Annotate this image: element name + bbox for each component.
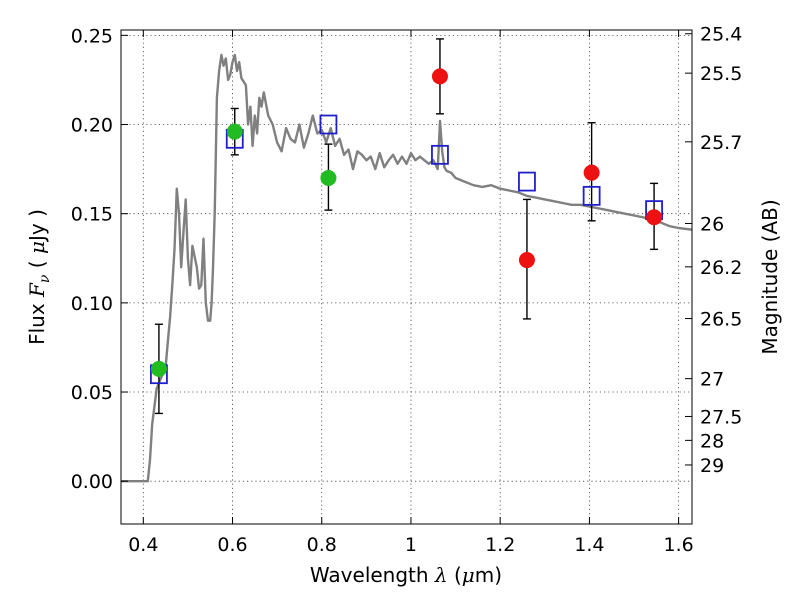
observed-circle-point xyxy=(226,123,243,140)
mag-tick-label: 26 xyxy=(700,213,724,235)
plot-frame xyxy=(120,29,693,525)
x-tick-label: 1.6 xyxy=(664,534,694,556)
grid-layer xyxy=(121,30,692,524)
spectrum-layer xyxy=(121,53,693,483)
spectrum-line xyxy=(121,53,693,483)
observed-circle-point xyxy=(583,164,600,181)
model-square-point xyxy=(518,171,536,192)
observed-circle-point xyxy=(431,68,448,85)
x-tick-label: 1 xyxy=(405,534,417,556)
x-tick-label: 1.2 xyxy=(485,534,515,556)
y-tick-label: 0.00 xyxy=(71,471,113,493)
y-tick-label: 0.10 xyxy=(71,293,113,315)
mag-tick-label: 26.5 xyxy=(700,309,742,331)
x-tick-label: 1.4 xyxy=(574,534,604,556)
x-axis-label: Wavelength λ (μm) xyxy=(310,563,502,587)
y-tick-label: 0.15 xyxy=(71,204,113,226)
tick-layer: 0.4 0.6 0.8 1 1.2 1.4 1.6 0.00 0.05 0.10 0.15 0.20 0… xyxy=(71,24,743,556)
mag-tick-label: 25.7 xyxy=(700,132,742,154)
x-tick-label: 0.6 xyxy=(217,534,247,556)
mag-tick-label: 25.4 xyxy=(700,24,742,46)
mag-tick-label: 25.5 xyxy=(700,63,742,85)
y-tick-label: 0.20 xyxy=(71,115,113,137)
model-square-point xyxy=(431,144,449,165)
y-axis-label: Flux Fν ( μJy ) xyxy=(25,209,53,345)
mag-tick-label: 27.5 xyxy=(700,406,742,428)
observed-circle-point xyxy=(320,170,337,187)
mag-tick-label: 27 xyxy=(700,369,724,391)
model-square-point xyxy=(582,185,601,206)
errorbar-layer xyxy=(154,38,659,415)
x-tick-label: 0.8 xyxy=(307,534,337,556)
observed-circle-point xyxy=(150,360,167,377)
y-tick-label: 0.05 xyxy=(71,382,113,404)
x-tick-label: 0.4 xyxy=(128,534,158,556)
y-tick-label: 0.25 xyxy=(71,25,113,47)
marker-layer xyxy=(150,68,663,385)
model-square-point xyxy=(319,114,338,135)
mag-tick-label: 29 xyxy=(700,455,724,477)
observed-circle-point xyxy=(646,209,663,226)
observed-circle-point xyxy=(518,252,535,269)
mag-tick-label: 28 xyxy=(700,430,724,452)
mag-tick-label: 26.2 xyxy=(700,257,742,279)
y2-axis-label: Magnitude (AB) xyxy=(758,199,782,354)
